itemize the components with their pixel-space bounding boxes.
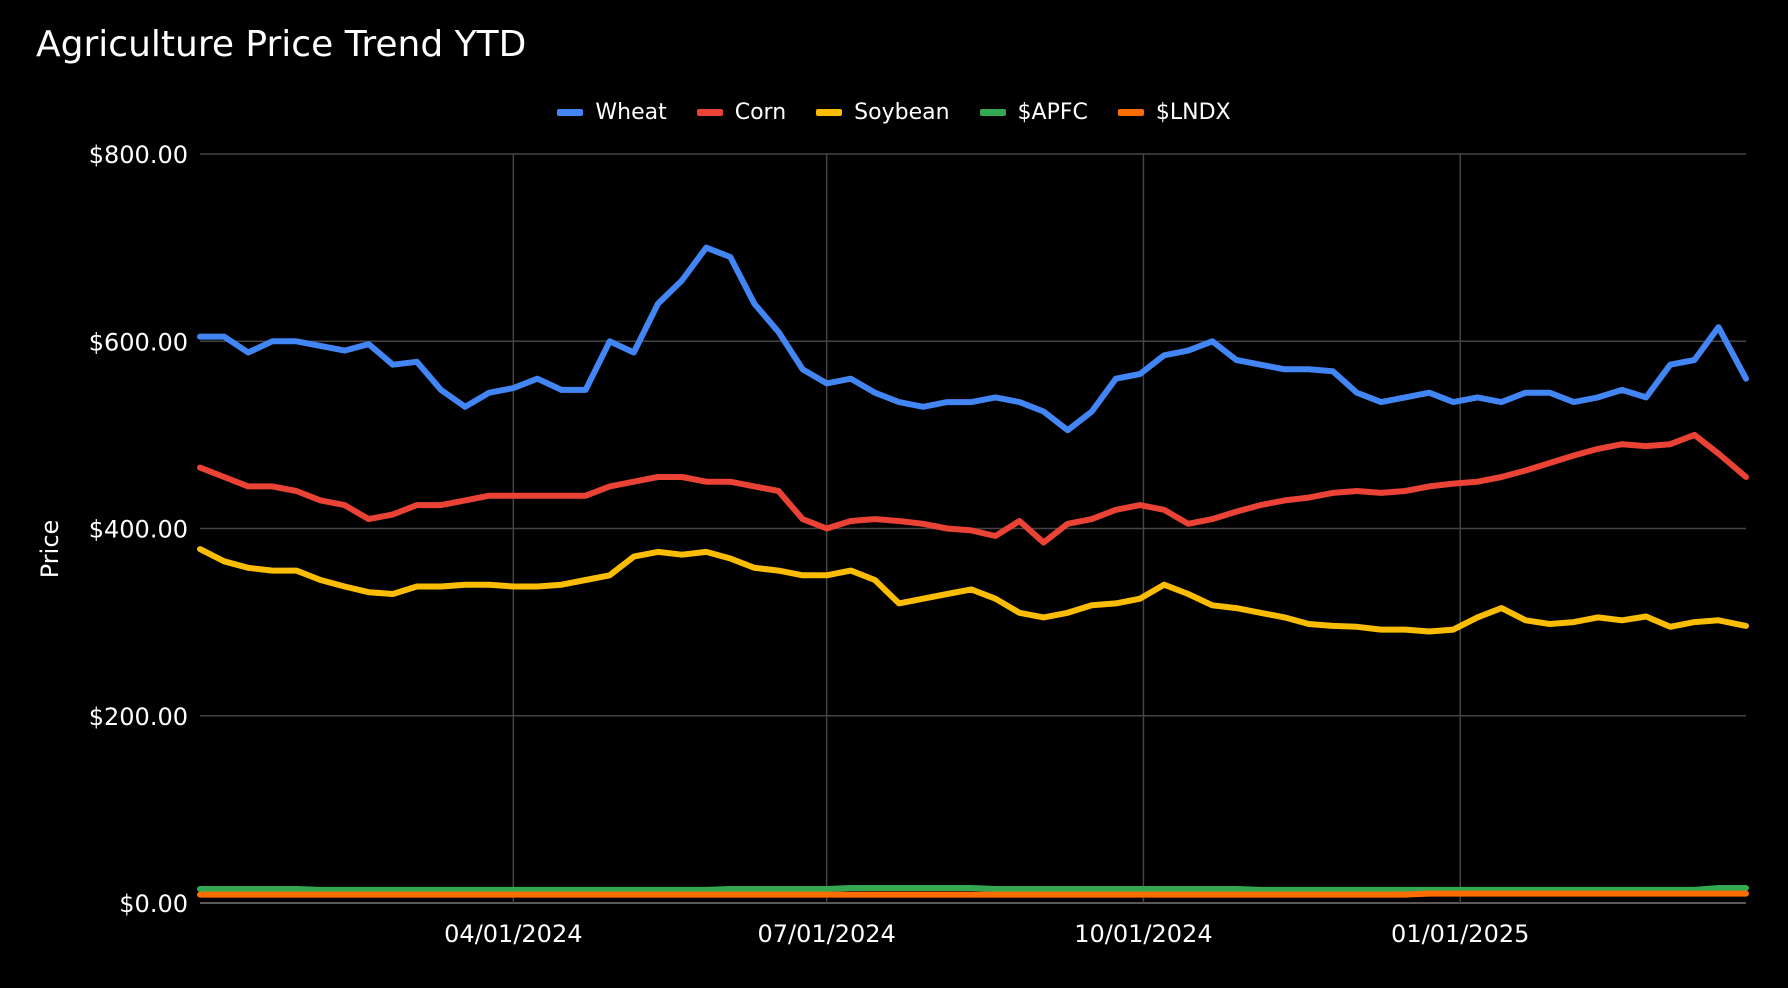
series-line-corn bbox=[197, 431, 1749, 546]
series-line-apfc bbox=[197, 885, 1749, 893]
y-tick-label: $400.00 bbox=[89, 516, 188, 544]
x-tick-label: 04/01/2024 bbox=[444, 920, 582, 948]
legend-item: $APFC bbox=[979, 100, 1088, 125]
y-axis-title: Price bbox=[36, 520, 64, 579]
legend-label: Soybean bbox=[854, 100, 950, 125]
legend-item: $LNDX bbox=[1117, 100, 1231, 125]
legend-label: $APFC bbox=[1017, 100, 1088, 125]
legend-swatch bbox=[1117, 109, 1144, 116]
legend-swatch bbox=[979, 109, 1006, 116]
series-line-wheat bbox=[197, 244, 1749, 434]
x-tick-label: 07/01/2024 bbox=[757, 920, 895, 948]
chart-legend: Wheat Corn Soybean $APFC $LNDX bbox=[0, 100, 1788, 125]
series-line-lndx bbox=[197, 890, 1749, 898]
legend-item: Corn bbox=[696, 100, 787, 125]
chart-title: Agriculture Price Trend YTD bbox=[36, 24, 527, 65]
series-lines bbox=[197, 244, 1749, 898]
legend-swatch bbox=[557, 109, 584, 116]
x-tick-label: 01/01/2025 bbox=[1391, 920, 1529, 948]
legend-item: Wheat bbox=[557, 100, 667, 125]
legend-item: Soybean bbox=[816, 100, 950, 125]
x-tick-label: 10/01/2024 bbox=[1074, 920, 1212, 948]
legend-swatch bbox=[816, 109, 843, 116]
legend-label: Wheat bbox=[595, 100, 667, 125]
legend-label: Corn bbox=[734, 100, 787, 125]
y-tick-label: $0.00 bbox=[119, 890, 188, 918]
y-tick-label: $600.00 bbox=[89, 328, 188, 356]
y-tick-label: $800.00 bbox=[89, 141, 188, 169]
y-tick-label: $200.00 bbox=[89, 703, 188, 731]
x-axis-ticks: 04/01/2024 07/01/2024 10/01/2024 01/01/2025 bbox=[444, 920, 1529, 948]
y-axis-ticks: $0.00 $200.00 $400.00 $600.00 $800.00 bbox=[89, 141, 188, 918]
series-line-soybean bbox=[197, 546, 1749, 635]
legend-label: $LNDX bbox=[1155, 100, 1231, 125]
legend-swatch bbox=[696, 109, 723, 116]
